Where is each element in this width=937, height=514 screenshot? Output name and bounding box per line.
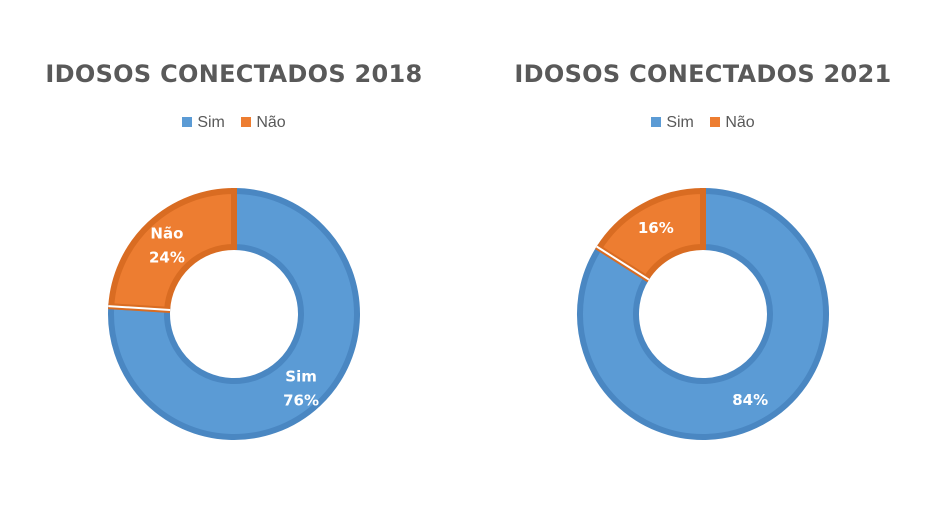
- chart-title: IDOSOS CONECTADOS 2018: [45, 60, 423, 88]
- legend-swatch-nao: [241, 117, 252, 127]
- legend-label-sim: Sim: [197, 114, 225, 131]
- legend-label-nao: Não: [256, 114, 286, 131]
- chart-legend: Sim Não: [469, 114, 937, 132]
- slice-separator: [596, 245, 650, 281]
- donut-svg: Sim 76% Não 24%: [108, 187, 360, 440]
- legend-label-sim: Sim: [666, 114, 694, 131]
- donut-svg: 84% 16%: [577, 187, 829, 440]
- data-label-value: 24%: [149, 249, 185, 267]
- data-label-category: Sim: [285, 367, 317, 385]
- donut-slice-sim: [108, 187, 360, 440]
- slice-separator: [108, 305, 171, 311]
- chart-legend: Sim Não: [0, 114, 468, 132]
- legend-swatch-sim: [182, 117, 193, 127]
- chart-title: IDOSOS CONECTADOS 2021: [514, 60, 892, 88]
- legend-item-nao: Não: [710, 114, 755, 132]
- data-label-sim: 84%: [732, 391, 768, 409]
- data-label-value: 76%: [283, 391, 319, 409]
- donut-chart-2018: IDOSOS CONECTADOS 2018 Sim Não Sim 76% Não…: [0, 0, 468, 514]
- donut-slice-no: [108, 187, 237, 313]
- legend-item-nao: Não: [241, 114, 286, 132]
- data-label-sim: Sim 76%: [283, 367, 319, 409]
- donut-chart-2021: IDOSOS CONECTADOS 2021 Sim Não 84% 16%: [469, 0, 937, 514]
- legend-item-sim: Sim: [182, 114, 225, 132]
- data-label-no: Não 24%: [149, 225, 185, 267]
- legend-swatch-sim: [651, 117, 662, 127]
- legend-swatch-nao: [710, 117, 721, 127]
- legend-item-sim: Sim: [651, 114, 694, 132]
- data-label-no: 16%: [638, 219, 674, 237]
- donut-slice-no: [595, 187, 706, 283]
- donut-slice-sim: [577, 187, 829, 440]
- legend-label-nao: Não: [725, 114, 755, 131]
- data-label-category: Não: [150, 225, 183, 243]
